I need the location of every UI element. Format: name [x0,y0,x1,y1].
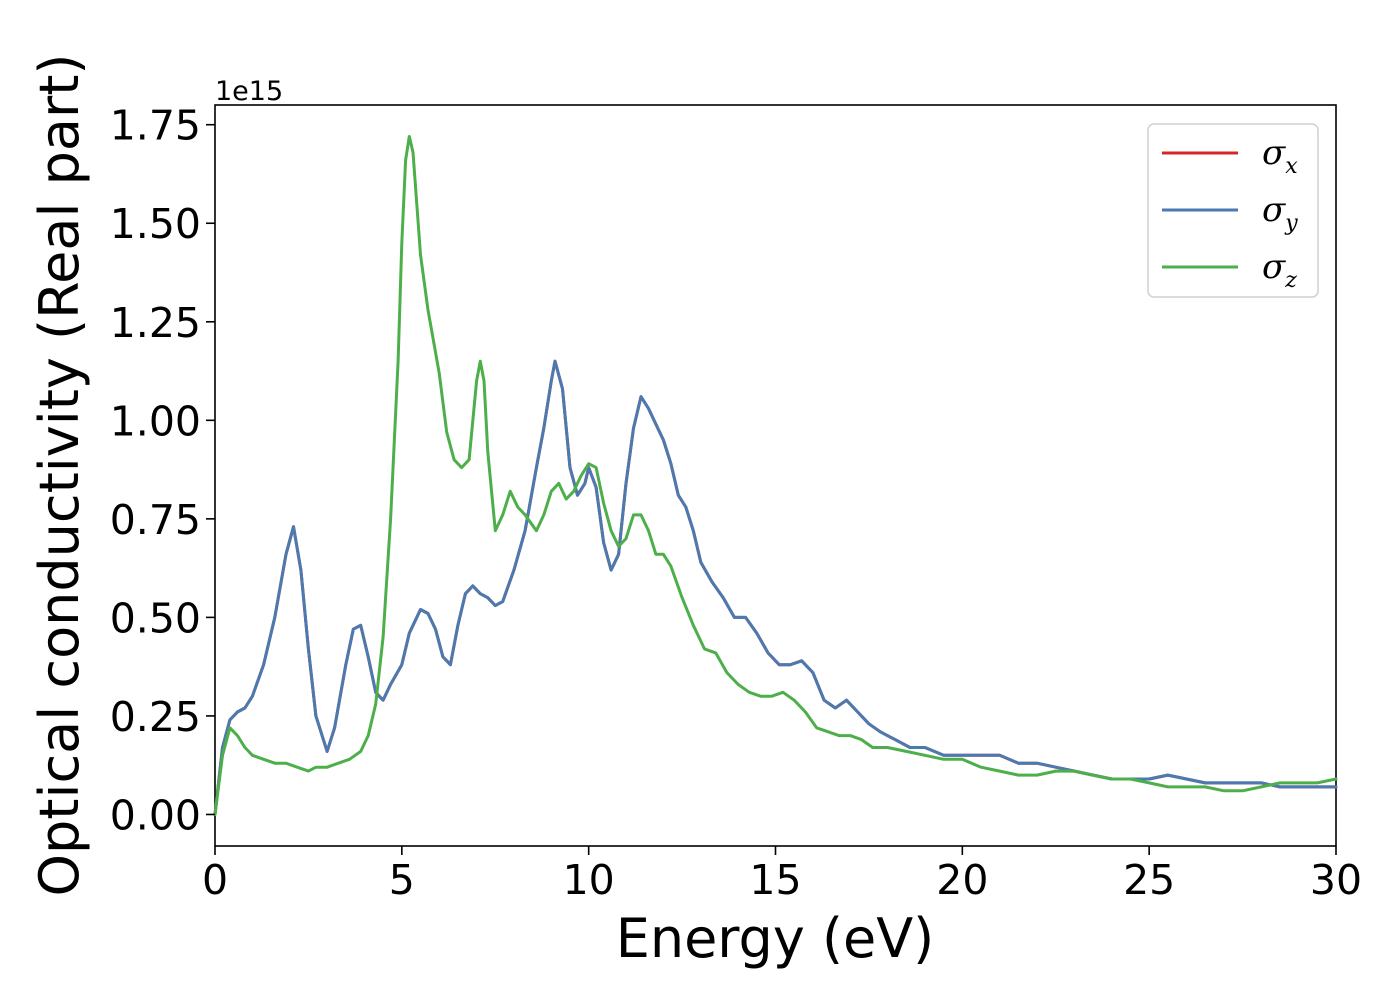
y-axis: 0.00 0.25 0.50 0.75 1.00 1.25 1.50 1.75 [110,102,215,839]
y-axis-label: Optical conductivity (Real part) [28,54,91,897]
series-line-x [213,359,1338,816]
x-axis-label: Energy (eV) [616,907,935,970]
y-tick-label: 1.75 [110,102,201,150]
y-tick-label: 0.00 [110,791,201,839]
x-tick-label: 20 [936,856,988,904]
y-offset-label: 1e15 [215,76,283,107]
y-tick-label: 0.50 [110,594,201,642]
y-tick-label: 1.25 [110,299,201,347]
x-tick-label: 0 [202,856,228,904]
legend: σx σy σz [1147,123,1319,298]
legend-label-z: σz [1262,247,1297,293]
series-layer [213,135,1338,816]
x-tick-label: 5 [389,856,415,904]
x-tick-label: 15 [749,856,801,904]
legend-label-y: σy [1262,190,1298,236]
y-tick-label: 0.75 [110,496,201,544]
y-tick-label: 0.25 [110,693,201,741]
y-tick-label: 1.50 [110,200,201,248]
x-tick-label: 30 [1310,856,1362,904]
x-tick-label: 10 [563,856,615,904]
legend-label-x: σx [1262,133,1298,179]
series-line-y [213,359,1338,816]
x-axis: 0 5 10 15 20 25 30 [202,846,1362,904]
x-tick-label: 25 [1123,856,1175,904]
y-tick-label: 1.00 [110,397,201,445]
series-line-z [213,135,1338,816]
